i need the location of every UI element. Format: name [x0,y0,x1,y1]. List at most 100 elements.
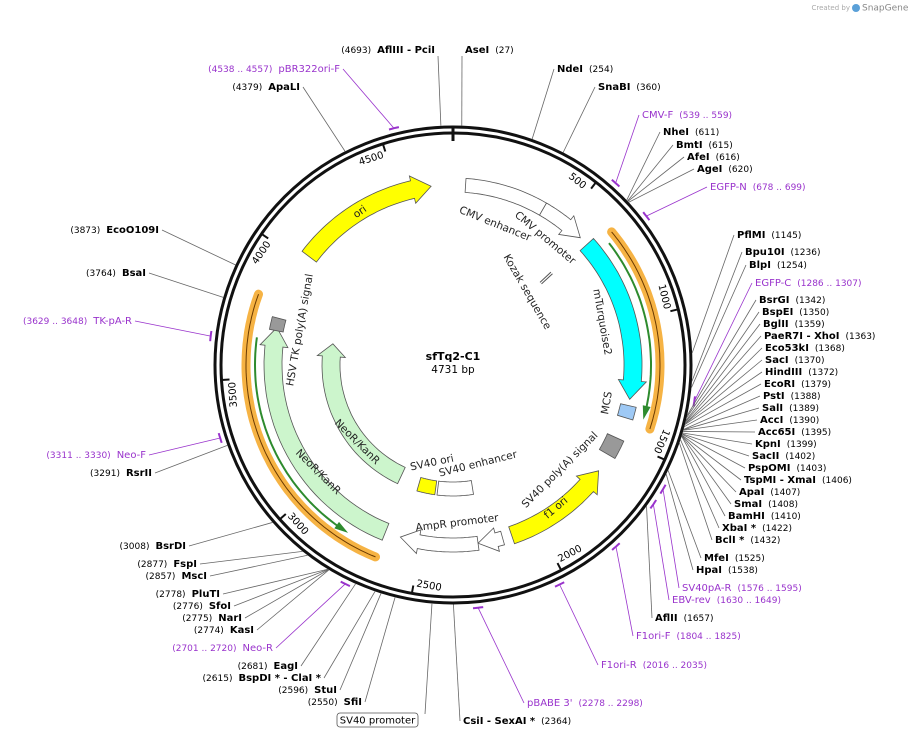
site-position: (615) [709,141,733,151]
ruler-tick [556,562,563,571]
site-line [686,299,757,416]
site-line [615,546,634,637]
site-position: (1630 .. 1649) [717,596,781,606]
primer-label: EGFP-N (678 .. 699) [710,182,806,193]
site-name: AfeI [687,152,710,163]
feature-label: AmpR promoter [415,512,500,534]
site-line [148,272,224,298]
site-position: (1359) [795,320,825,330]
site-line [684,359,763,425]
site-name: PstI [763,391,785,402]
site-line [691,251,743,382]
site-label: MfeI (1525) [704,553,765,564]
site-name: F1ori-F [636,631,671,642]
site-line [681,435,737,493]
site-name: pBR322ori-F [278,64,340,75]
site-name: BspEI [762,307,793,318]
primer-mark [659,484,667,495]
site-position: (1410) [771,512,801,522]
feature-label: MCS [599,390,615,415]
site-name: AgeI [697,164,722,175]
site-line [681,436,726,517]
site-name: SmaI [734,499,762,510]
site-line [339,593,382,691]
site-label: SacI (1370) [765,355,825,366]
kozak-mark [539,271,552,283]
site-label: BspEI (1350) [762,307,829,318]
orange-core [245,294,376,558]
site-line [342,68,395,129]
site-label: (3764) BsaI [86,268,146,279]
site-label: PstI (1388) [763,391,821,402]
site-label: NdeI (254) [557,64,613,75]
site-name: pBABE 3' [527,698,573,709]
site-line [665,473,694,571]
site-label: (3291) RsrII [90,468,152,479]
site-position: (4693) [341,46,371,56]
site-position: (3629 .. 3648) [23,317,87,327]
cmv-promoter-feature [538,202,581,239]
ruler-label: 2500 [415,579,442,594]
site-name: MfeI [704,553,729,564]
site-name: MscI [181,571,207,582]
site-line [683,395,761,430]
site-name: BspDI * - ClaI * [238,673,321,684]
kozak-mark [541,273,553,285]
site-position: (4379) [232,83,262,93]
site-position: (1804 .. 1825) [676,632,740,642]
site-label: (2857) MscI [146,571,208,582]
site-line [662,489,680,589]
site-line [685,323,761,421]
site-label: AflII (1657) [655,613,714,624]
site-position: (1402) [785,452,815,462]
site-name: SacII [752,451,779,462]
site-position: (1342) [795,296,825,306]
site-name: ApaI [739,487,764,498]
neo-inner-feature [316,343,406,485]
site-position: (3291) [90,469,120,479]
site-label: BamHI (1410) [728,511,801,522]
site-label: BmtI (615) [676,140,733,151]
site-label: HpaI (1538) [696,565,758,576]
site-position: (3764) [86,269,116,279]
site-label: (3873) EcoO109I [70,225,159,236]
ruler-tick [410,585,415,594]
site-name: EGFP-C [755,278,791,289]
site-line [683,419,758,431]
site-line [627,156,685,202]
site-position: (1538) [728,566,758,576]
site-position: (2775) [182,614,212,624]
site-name: CMV-F [642,110,673,121]
site-line [646,186,708,217]
ruler-label: 1000 [655,283,672,310]
ruler-tick [221,378,230,381]
site-name: SfoI [209,601,231,612]
ruler-tick [261,233,269,240]
site-position: (1399) [787,440,817,450]
primer-mark [611,178,621,188]
primer-label: (4538 .. 4557) pBR322ori-F [208,64,340,75]
site-label: (2877) FspI [137,559,197,570]
site-position: (2681) [238,662,268,672]
site-line [562,86,596,153]
site-position: (611) [695,128,719,138]
site-line [233,569,329,607]
site-name: BsaI [122,268,146,279]
orf-arrow [253,337,340,529]
sv40-ori-feature [416,477,438,496]
site-position: (1390) [789,416,819,426]
site-position: (2016 .. 2035) [643,661,707,671]
site-position: (2857) [146,572,176,582]
site-label: AfeI (616) [687,152,740,163]
primer-mark [209,330,213,342]
mcs-feature [617,403,637,421]
site-position: (1525) [735,554,765,564]
site-line [477,607,525,704]
site-position: (2877) [137,560,167,570]
site-line [300,583,356,667]
primer-label: F1ori-F (1804 .. 1825) [636,631,741,642]
site-line [148,437,221,456]
site-name: EBV-rev [672,595,711,606]
site-label: (4379) ApaLI [232,82,300,93]
site-label: (2550) SfiI [308,697,362,708]
